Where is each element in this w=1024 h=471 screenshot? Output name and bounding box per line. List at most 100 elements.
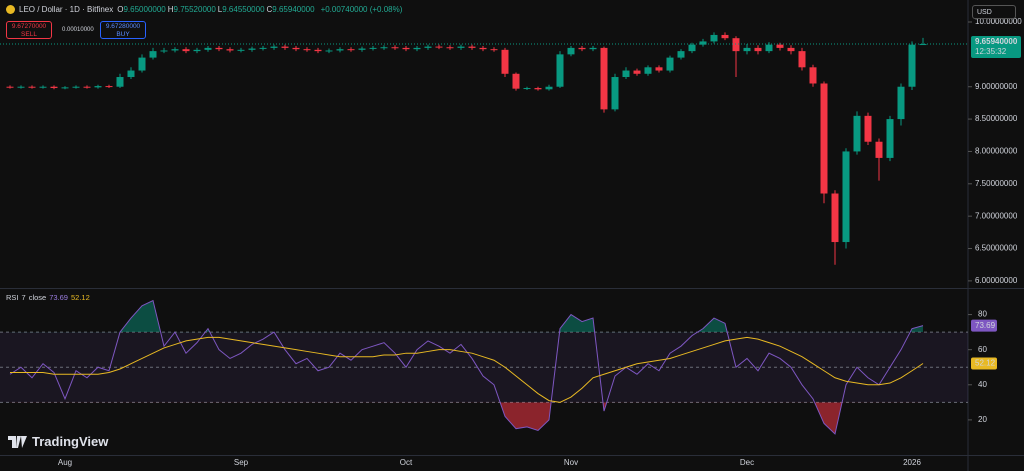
candle-body	[325, 50, 333, 52]
candle-body	[446, 47, 454, 49]
candle-body	[424, 46, 432, 48]
x-tick-label: Dec	[740, 458, 754, 467]
ohlc: O9.65000000 H9.75520000 L9.64550000 C9.6594…	[117, 5, 316, 14]
rsi-title: RSI	[6, 293, 19, 302]
ohlc-key: L	[217, 5, 223, 14]
ohlc-value: 9.75520000	[173, 5, 216, 14]
y-tick-label: 8.50000000	[975, 114, 1018, 123]
rsi-overbought-fill	[120, 300, 923, 333]
candle-body	[6, 86, 14, 88]
candle-body	[259, 47, 267, 49]
currency-select[interactable]: USD	[972, 5, 1016, 19]
candle-body	[182, 49, 190, 52]
candle-body	[215, 47, 223, 50]
candle-body	[303, 49, 311, 51]
candle-body	[512, 73, 520, 89]
candle-body	[270, 46, 278, 48]
candle-body	[886, 119, 894, 158]
candle-body	[435, 46, 443, 48]
candle-body	[39, 86, 47, 88]
sell-label: SELL	[21, 31, 37, 38]
candle-body	[116, 77, 124, 87]
brand: TradingView	[8, 434, 108, 449]
y-tick-label: 80	[978, 310, 987, 319]
buy-price: 9.67280000	[105, 23, 141, 30]
candle-body	[149, 51, 157, 58]
sell-button[interactable]: 9.67270000 SELL	[6, 21, 52, 39]
candle-body	[391, 47, 399, 49]
candle-body	[787, 47, 795, 52]
candle-body	[523, 88, 531, 90]
candle-body	[61, 87, 69, 89]
candle-body	[754, 47, 762, 52]
value-label: 73.69	[975, 321, 996, 330]
candle-body	[655, 67, 663, 71]
candle-body	[534, 88, 542, 90]
candle-body	[50, 86, 58, 89]
y-tick-label: 10.00000000	[975, 17, 1022, 26]
y-tick-label: 8.00000000	[975, 147, 1018, 156]
candle-body	[292, 47, 300, 50]
candle-body	[347, 49, 355, 51]
rsi-line	[9, 299, 924, 435]
candle-body	[732, 38, 740, 52]
value-label-box	[971, 357, 997, 370]
candle-body	[567, 47, 575, 55]
ohlc-key: H	[167, 5, 174, 14]
candle-body	[600, 47, 608, 110]
rsi-source: close	[28, 293, 47, 302]
value-label: 52.12	[975, 359, 996, 368]
candle-body	[226, 49, 234, 51]
candle-body	[743, 47, 751, 52]
y-tick-label: 40	[978, 380, 987, 389]
last-price-box	[971, 36, 1021, 59]
candle-body	[666, 57, 674, 71]
rsi-length: 7	[21, 293, 26, 302]
y-tick-label: 20	[978, 415, 987, 424]
candle-body	[171, 49, 179, 51]
candle-body	[776, 44, 784, 48]
candle-body	[358, 48, 366, 50]
candle-body	[853, 115, 861, 152]
candle-body	[875, 141, 883, 158]
candle-body	[919, 44, 927, 46]
candle-body	[237, 49, 245, 51]
candle-body	[831, 193, 839, 243]
candle-body	[721, 34, 729, 39]
candle-body	[501, 49, 509, 74]
x-tick-label: 2026	[903, 458, 921, 467]
candle-body	[556, 54, 564, 87]
symbol-header: LEO / Dollar · 1D · Bitfinex O9.65000000…	[6, 5, 404, 14]
ohlc-value: 9.65000000	[123, 5, 166, 14]
candle-body	[479, 47, 487, 50]
buy-button[interactable]: 9.67280000 BUY	[100, 21, 146, 39]
candle-body	[72, 86, 80, 88]
candle-body	[699, 41, 707, 45]
candle-body	[468, 46, 476, 48]
rsi-line	[10, 336, 924, 403]
candle-body	[765, 44, 773, 52]
ohlc-value: 9.65940000	[272, 5, 315, 14]
candle-body	[94, 86, 102, 88]
candle-body	[281, 46, 289, 48]
y-tick-label: 60	[978, 345, 987, 354]
spread: 0.00010000	[62, 27, 94, 33]
candle-body	[677, 51, 685, 58]
y-tick-label: 7.00000000	[975, 211, 1018, 220]
candle-body	[688, 44, 696, 52]
x-tick-label: Oct	[400, 458, 413, 467]
candle-body	[105, 86, 113, 88]
candle-body	[545, 86, 553, 90]
candle-body	[336, 49, 344, 51]
sell-price: 9.67270000	[11, 23, 47, 30]
symbol[interactable]: LEO / Dollar · 1D · Bitfinex	[19, 5, 114, 14]
rsi-ma-value: 52.12	[70, 293, 90, 302]
rsi-oversold-fill	[500, 402, 843, 434]
x-tick-label: Nov	[564, 458, 578, 467]
candle-body	[83, 86, 91, 88]
candle-body	[864, 115, 872, 142]
candle-body	[633, 70, 641, 74]
candle-body	[644, 67, 652, 74]
candle-body	[204, 47, 212, 50]
candle-body	[798, 51, 806, 68]
